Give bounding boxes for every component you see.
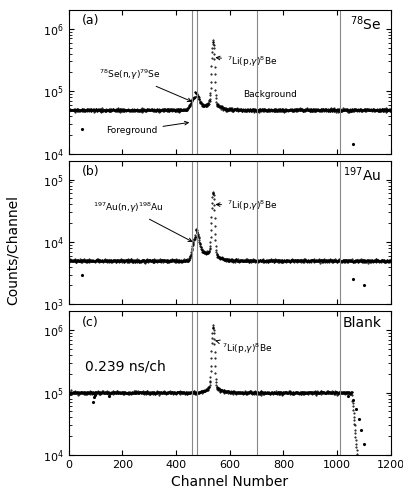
Text: (b): (b) (81, 165, 99, 178)
Text: $^{197}$Au(n,$\gamma)^{198}$Au: $^{197}$Au(n,$\gamma)^{198}$Au (93, 200, 192, 241)
Text: $^{197}$Au: $^{197}$Au (343, 165, 381, 184)
Text: $^{7}$Li(p,$\gamma)^{8}$Be: $^{7}$Li(p,$\gamma)^{8}$Be (216, 198, 277, 213)
Text: 0.239 ns/ch: 0.239 ns/ch (85, 359, 165, 373)
Text: (a): (a) (81, 14, 99, 28)
Text: Foreground: Foreground (106, 122, 188, 136)
Text: $^{7}$Li(p,$\gamma)^{8}$Be: $^{7}$Li(p,$\gamma)^{8}$Be (216, 340, 272, 356)
Text: $^{78}$Se(n,$\gamma)^{79}$Se: $^{78}$Se(n,$\gamma)^{79}$Se (100, 68, 191, 102)
Text: Background: Background (243, 90, 297, 98)
Text: $^{7}$Li(p,$\gamma)^{8}$Be: $^{7}$Li(p,$\gamma)^{8}$Be (216, 54, 277, 68)
Text: Blank: Blank (342, 316, 381, 330)
Text: Counts/Channel: Counts/Channel (6, 195, 20, 305)
Text: $^{78}$Se: $^{78}$Se (350, 14, 381, 33)
X-axis label: Channel Number: Channel Number (171, 476, 288, 490)
Text: (c): (c) (81, 316, 98, 329)
